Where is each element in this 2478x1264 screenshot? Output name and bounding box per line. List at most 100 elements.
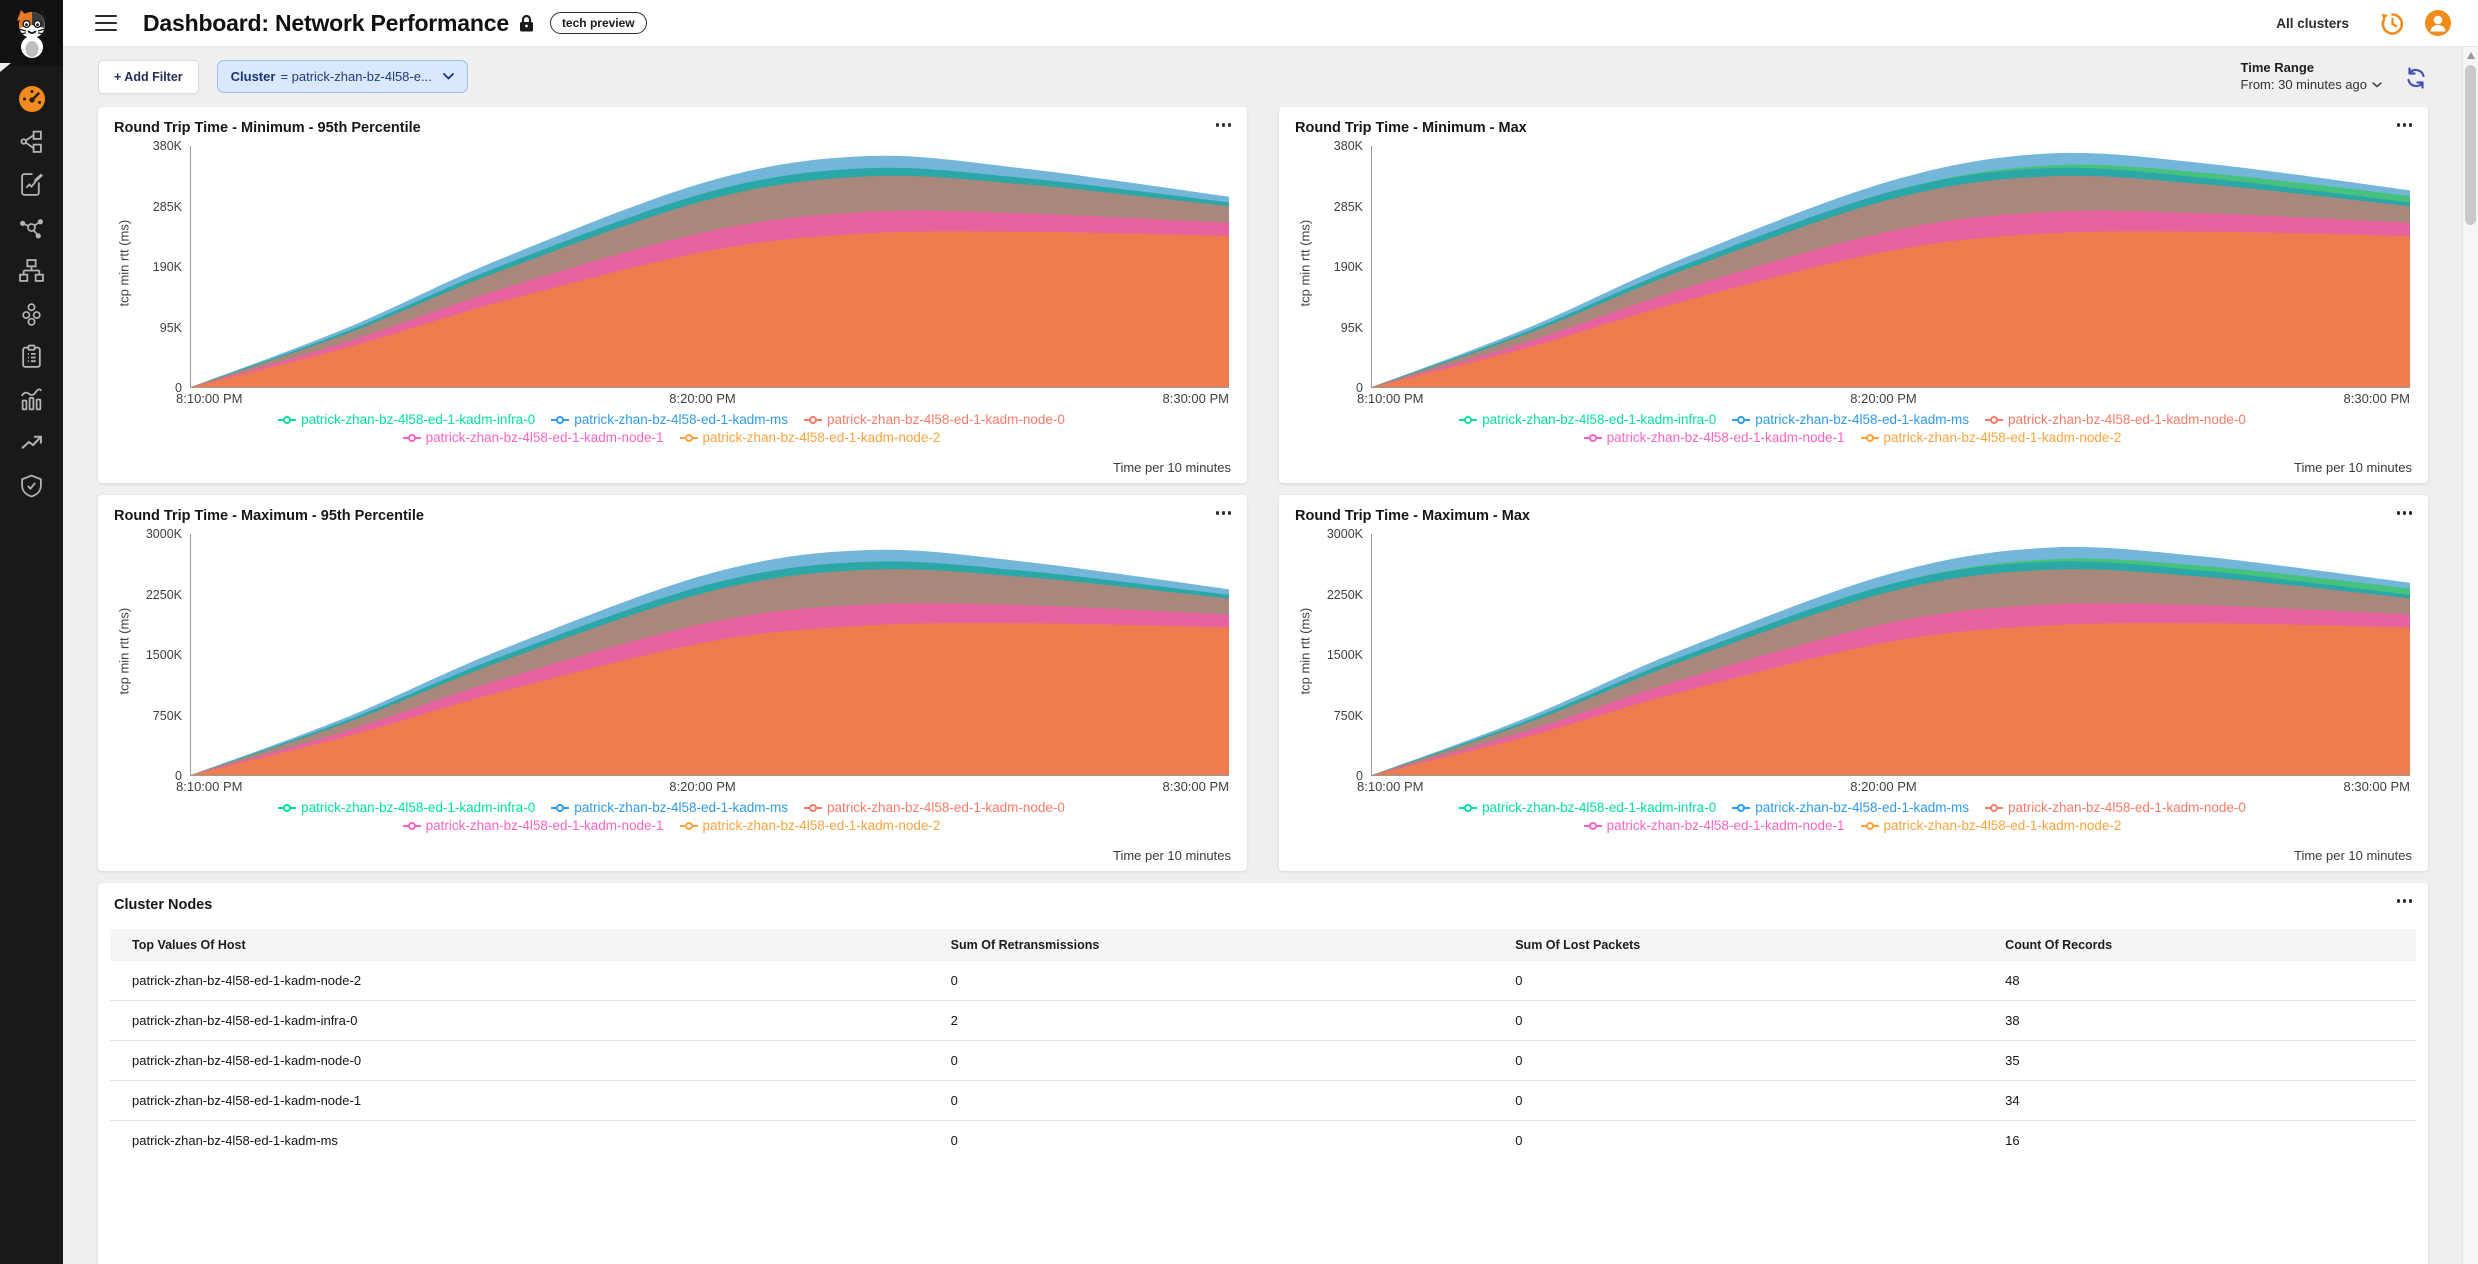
sidebar-item-security[interactable] (0, 464, 63, 507)
chart-title: Round Trip Time - Minimum - 95th Percent… (114, 120, 421, 136)
legend-item[interactable]: patrick-zhan-bz-4l58-ed-1-kadm-node-0 (804, 800, 1065, 815)
legend-item[interactable]: patrick-zhan-bz-4l58-ed-1-kadm-node-1 (402, 430, 664, 445)
legend-item[interactable]: patrick-zhan-bz-4l58-ed-1-kadm-node-0 (804, 412, 1065, 427)
legend-item[interactable]: patrick-zhan-bz-4l58-ed-1-kadm-ms (1732, 412, 1969, 427)
x-tick-label: 8:20:00 PM (1850, 391, 1917, 406)
y-tick-label: 285K (152, 199, 182, 214)
workload-cluster-icon (22, 303, 41, 326)
table-cell: 0 (950, 973, 958, 988)
sidebar-item-reports[interactable] (0, 163, 63, 206)
y-axis-ticks: 0 95K 190K 285K 380K (134, 139, 190, 395)
chart-legend: patrick-zhan-bz-4l58-ed-1-kadm-infra-0 pa… (114, 800, 1229, 833)
legend-marker-icon (1732, 803, 1751, 812)
x-axis-ticks: 8:10:00 PM 8:20:00 PM 8:30:00 PM (176, 391, 1229, 406)
legend-item[interactable]: patrick-zhan-bz-4l58-ed-1-kadm-node-1 (402, 818, 664, 833)
vertical-scrollbar[interactable] (2462, 47, 2478, 1264)
panel-menu-button[interactable] (2395, 893, 2415, 909)
dashboard-gauge-icon (18, 85, 45, 112)
legend-item[interactable]: patrick-zhan-bz-4l58-ed-1-kadm-infra-0 (278, 412, 535, 427)
legend-item[interactable]: patrick-zhan-bz-4l58-ed-1-kadm-node-1 (1583, 430, 1845, 445)
legend-label: patrick-zhan-bz-4l58-ed-1-kadm-node-2 (702, 818, 941, 833)
legend-label: patrick-zhan-bz-4l58-ed-1-kadm-node-0 (827, 800, 1065, 815)
add-filter-button[interactable]: + Add Filter (98, 60, 199, 94)
legend-item[interactable]: patrick-zhan-bz-4l58-ed-1-kadm-node-2 (679, 818, 941, 833)
chart-title: Round Trip Time - Maximum - 95th Percent… (114, 508, 424, 524)
x-tick-label: 8:30:00 PM (2343, 779, 2411, 794)
panel-menu-button[interactable] (2395, 117, 2415, 133)
panel-menu-button[interactable] (1214, 117, 1234, 133)
panel-menu-button[interactable] (2395, 505, 2415, 521)
sidebar-item-network-sets[interactable] (0, 249, 63, 292)
sidebar-item-dashboard[interactable] (0, 77, 63, 120)
cluster-filter-pill[interactable]: Cluster = patrick-zhan-bz-4l58-e... (216, 60, 468, 93)
chart-plot-area (1371, 146, 2410, 388)
table-cell: patrick-zhan-bz-4l58-ed-1-kadm-infra-0 (110, 1000, 929, 1041)
legend-marker-icon (804, 803, 823, 812)
x-tick-label: 8:30:00 PM (2343, 391, 2411, 406)
chart-legend: patrick-zhan-bz-4l58-ed-1-kadm-infra-0 pa… (1295, 412, 2410, 445)
legend-label: patrick-zhan-bz-4l58-ed-1-kadm-node-1 (425, 430, 664, 445)
legend-label: patrick-zhan-bz-4l58-ed-1-kadm-node-0 (2008, 800, 2246, 815)
table-cell: 0 (928, 1120, 1494, 1160)
legend-marker-icon (1583, 433, 1602, 442)
y-tick-label: 3000K (1326, 527, 1363, 541)
legend-item[interactable]: patrick-zhan-bz-4l58-ed-1-kadm-node-0 (1985, 800, 2246, 815)
chart-legend: patrick-zhan-bz-4l58-ed-1-kadm-infra-0 pa… (114, 412, 1229, 445)
legend-item[interactable]: patrick-zhan-bz-4l58-ed-1-kadm-node-2 (1860, 430, 2121, 445)
legend-marker-icon (278, 415, 297, 424)
scrollbar-thumb[interactable] (2465, 65, 2476, 225)
table-column-header: Sum Of Lost Packets (1493, 929, 1984, 961)
chart-panel: Round Trip Time - Maximum - Max tcp min … (1279, 495, 2428, 871)
refresh-button[interactable] (2404, 66, 2428, 93)
legend-item[interactable]: patrick-zhan-bz-4l58-ed-1-kadm-node-2 (679, 430, 940, 445)
legend-marker-icon (1459, 803, 1478, 812)
x-axis-ticks: 8:10:00 PM 8:20:00 PM 8:30:00 PM (176, 779, 1229, 794)
y-axis-ticks: 0 750K 1500K 2250K 3000K (134, 527, 190, 783)
x-tick-label: 8:30:00 PM (1162, 779, 1230, 794)
all-clusters-label[interactable]: All clusters (2276, 15, 2349, 31)
x-tick-label: 8:20:00 PM (669, 779, 736, 794)
y-axis-label: tcp min rtt (ms) (116, 219, 132, 307)
panel-menu-button[interactable] (1214, 505, 1234, 521)
legend-label: patrick-zhan-bz-4l58-ed-1-kadm-infra-0 (1482, 412, 1717, 427)
tech-preview-badge: tech preview (549, 12, 647, 34)
legend-marker-icon (1732, 415, 1751, 424)
y-axis-label: tcp min rtt (ms) (1297, 219, 1313, 307)
user-menu-button[interactable] (2424, 9, 2452, 37)
legend-item[interactable]: patrick-zhan-bz-4l58-ed-1-kadm-ms (551, 800, 788, 815)
active-nav-wedge (0, 63, 11, 72)
legend-item[interactable]: patrick-zhan-bz-4l58-ed-1-kadm-node-0 (1985, 412, 2246, 427)
analytics-chart-icon (20, 388, 43, 411)
legend-item[interactable]: patrick-zhan-bz-4l58-ed-1-kadm-ms (1732, 800, 1969, 815)
sidebar-item-service-graph[interactable] (0, 206, 63, 249)
y-axis-label: tcp min rtt (ms) (1297, 607, 1313, 695)
legend-item[interactable]: patrick-zhan-bz-4l58-ed-1-kadm-node-2 (1860, 818, 2121, 833)
scrollbar-up-arrow[interactable] (2466, 52, 2475, 59)
sidebar-item-compliance[interactable] (0, 335, 63, 378)
network-topology-icon (20, 130, 42, 153)
table-cell: 0 (928, 1080, 1494, 1121)
sidebar-item-analytics[interactable] (0, 378, 63, 421)
y-tick-label: 380K (1333, 139, 1363, 153)
time-range-value[interactable]: From: 30 minutes ago (2241, 77, 2382, 92)
history-icon (2381, 12, 2404, 35)
table-row: patrick-zhan-bz-4l58-ed-1-kadm-infra-0 2 0… (110, 1000, 2416, 1041)
legend-item[interactable]: patrick-zhan-bz-4l58-ed-1-kadm-ms (551, 412, 788, 427)
sidebar-item-topology[interactable] (0, 120, 63, 163)
sidebar-item-workloads[interactable] (0, 292, 63, 335)
calico-cat-logo[interactable] (0, 0, 63, 66)
panel-title: Cluster Nodes (114, 897, 213, 913)
y-tick-label: 1500K (1326, 648, 1363, 662)
legend-item[interactable]: patrick-zhan-bz-4l58-ed-1-kadm-infra-0 (1459, 800, 1716, 815)
legend-marker-icon (1985, 803, 2004, 812)
sidebar-item-trends[interactable] (0, 421, 63, 464)
legend-marker-icon (1985, 415, 2004, 424)
hamburger-menu-icon[interactable] (95, 15, 117, 31)
history-button[interactable] (2379, 10, 2406, 37)
legend-item[interactable]: patrick-zhan-bz-4l58-ed-1-kadm-node-1 (1583, 818, 1845, 833)
legend-item[interactable]: patrick-zhan-bz-4l58-ed-1-kadm-infra-0 (1459, 412, 1716, 427)
chart-time-interval-label: Time per 10 minutes (2293, 460, 2412, 475)
legend-item[interactable]: patrick-zhan-bz-4l58-ed-1-kadm-infra-0 (278, 800, 535, 815)
chart-panel: Round Trip Time - Minimum - Max tcp min … (1279, 107, 2428, 483)
table-row: patrick-zhan-bz-4l58-ed-1-kadm-node-2 0 0 4… (110, 961, 2416, 1001)
